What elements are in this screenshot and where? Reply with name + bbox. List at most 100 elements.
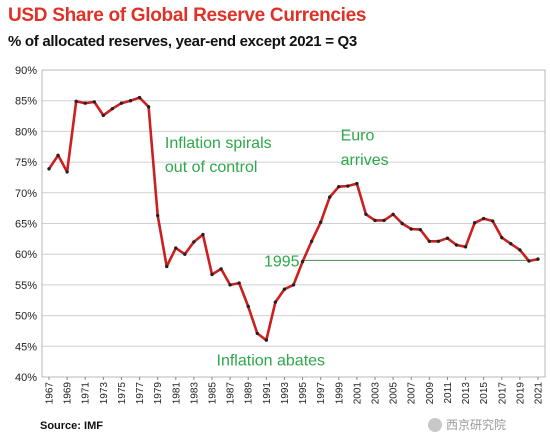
x-tick-label: 1985 (208, 382, 219, 405)
data-point (47, 167, 51, 171)
data-point (427, 239, 432, 244)
x-tick-label: 1995 (298, 382, 309, 405)
data-point (128, 99, 133, 103)
x-tick-label: 2003 (371, 382, 382, 405)
data-point (101, 113, 106, 118)
x-tick-label: 2021 (534, 382, 545, 405)
x-tick-label: 2005 (389, 382, 400, 405)
data-point (264, 338, 269, 342)
data-point (445, 236, 450, 240)
data-point (300, 259, 305, 264)
data-point (382, 218, 386, 223)
chart-title: USD Share of Global Reserve Currencies (8, 5, 367, 26)
x-tick-label: 1989 (244, 382, 255, 405)
data-point (56, 153, 60, 158)
data-point (328, 195, 332, 199)
data-point (373, 218, 377, 223)
data-point (146, 105, 151, 109)
x-tick-label: 1969 (63, 382, 74, 405)
data-point (219, 267, 223, 271)
x-tick-label: 2017 (497, 382, 508, 405)
source-note: Source: IMF (40, 420, 103, 432)
data-point (491, 219, 495, 223)
data-point (454, 243, 459, 247)
x-tick-label: 1971 (81, 382, 92, 405)
x-tick-label: 1975 (117, 382, 128, 405)
data-point (472, 221, 477, 225)
y-tick-label: 50% (15, 311, 37, 323)
y-tick-label: 80% (15, 126, 37, 138)
data-point (364, 212, 368, 216)
x-tick-label: 1967 (45, 382, 56, 405)
data-point (210, 272, 214, 277)
data-point (119, 101, 124, 105)
series-line-usd-share (47, 96, 539, 342)
data-point (255, 331, 259, 336)
data-point (291, 283, 296, 287)
y-tick-label: 40% (15, 372, 37, 384)
x-tick-label: 2015 (479, 382, 490, 405)
reference-line-label: 1995 (264, 253, 300, 270)
data-point (92, 100, 96, 104)
data-point (110, 106, 115, 111)
annotation-text: Inflation abates (217, 352, 326, 369)
data-point (165, 264, 169, 269)
data-point (463, 245, 468, 249)
x-tick-label: 2009 (425, 382, 436, 405)
x-tick-label: 1987 (226, 382, 237, 405)
chart-subtitle: % of allocated reserves, year-end except… (8, 33, 357, 50)
x-tick-label: 2013 (461, 382, 472, 405)
data-point (273, 300, 278, 304)
data-point (83, 101, 87, 105)
data-point (309, 239, 314, 244)
data-point (74, 99, 78, 104)
x-tick-label: 1997 (316, 382, 327, 405)
data-point (137, 95, 142, 100)
data-point (174, 246, 178, 250)
data-point (527, 259, 531, 263)
x-tick-label: 1999 (334, 382, 345, 405)
data-point (65, 170, 69, 174)
annotation-text: Inflation spirals (165, 135, 272, 152)
data-point (183, 252, 187, 256)
y-tick-label: 45% (15, 341, 37, 353)
annotation-text: out of control (165, 159, 258, 176)
data-point (337, 184, 341, 189)
y-tick-label: 60% (15, 249, 37, 261)
watermark-text: 西京研究院 (446, 418, 507, 432)
annotation-text: Euro (341, 128, 375, 145)
annotation-text: arrives (341, 152, 389, 169)
data-point (201, 232, 205, 237)
y-tick-label: 85% (15, 96, 37, 108)
x-tick-label: 1979 (153, 382, 164, 405)
data-point (346, 184, 350, 188)
data-point (509, 242, 513, 246)
data-point (409, 227, 413, 231)
x-tick-label: 2011 (443, 382, 454, 404)
watermark: 西京研究院 (428, 416, 506, 433)
x-tick-label: 1993 (280, 382, 291, 405)
data-point (436, 239, 441, 244)
data-point (536, 257, 540, 261)
x-tick-label: 2007 (407, 382, 418, 405)
x-tick-label: 1973 (99, 382, 110, 405)
data-point (481, 216, 486, 221)
x-tick-label: 1981 (171, 382, 182, 405)
x-tick-label: 2001 (352, 382, 363, 405)
data-point (400, 221, 404, 226)
plot-frame (41, 69, 546, 378)
data-point (355, 181, 359, 186)
data-point (318, 220, 323, 224)
y-tick-label: 55% (15, 280, 37, 292)
y-tick-label: 90% (15, 65, 37, 77)
data-point (282, 287, 287, 291)
y-tick-label: 65% (15, 219, 37, 231)
x-tick-label: 2019 (515, 382, 526, 405)
data-point (246, 304, 250, 309)
data-point (237, 281, 241, 285)
data-point (192, 240, 196, 244)
x-tick-label: 1977 (135, 382, 146, 405)
data-point (155, 213, 160, 218)
x-tick-label: 1983 (189, 382, 200, 405)
